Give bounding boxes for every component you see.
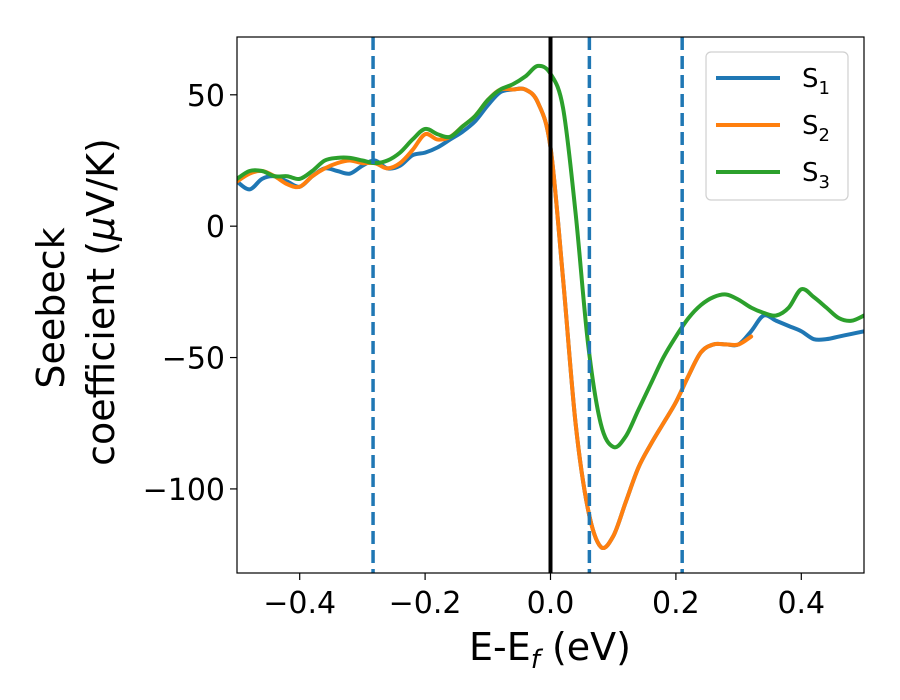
legend: S1 S2 S3 <box>705 51 849 201</box>
x-axis-label-rest: (eV) <box>540 625 631 669</box>
y-axis-label-post: V/K) <box>79 138 123 217</box>
x-tick-label: 0.0 <box>527 586 575 621</box>
legend-label-s3: S3 <box>802 158 830 193</box>
legend-label-s2: S2 <box>802 111 830 146</box>
x-tick-label: −0.2 <box>389 586 462 621</box>
x-axis-label: E-Ef (eV) <box>469 625 631 675</box>
x-tick-label: 0.4 <box>777 586 825 621</box>
x-axis-label-main: E-E <box>469 625 531 669</box>
series-line-s2 <box>237 86 754 550</box>
y-axis-label: Seebeck coefficient (μV/K) <box>29 138 123 466</box>
y-axis-label-line2: coefficient (μV/K) <box>79 138 123 466</box>
y-tick-label: −100 <box>143 473 225 508</box>
series-line-s3 <box>237 63 864 450</box>
x-tick-label: −0.4 <box>263 586 336 621</box>
y-tick-label: −50 <box>162 342 225 377</box>
y-axis-ticks: 50 0 −50 −100 <box>143 79 237 508</box>
legend-label-s1: S1 <box>802 64 830 99</box>
y-axis-label-line1: Seebeck <box>29 227 73 388</box>
series-lines <box>237 37 864 573</box>
y-axis-label-pre: coefficient ( <box>79 241 123 466</box>
y-axis-label-mu: μ <box>79 217 123 242</box>
x-axis-ticks: −0.4 −0.2 0.0 0.2 0.4 <box>263 573 825 621</box>
y-tick-label: 0 <box>206 210 225 245</box>
x-tick-label: 0.2 <box>652 586 700 621</box>
y-tick-label: 50 <box>187 79 225 114</box>
